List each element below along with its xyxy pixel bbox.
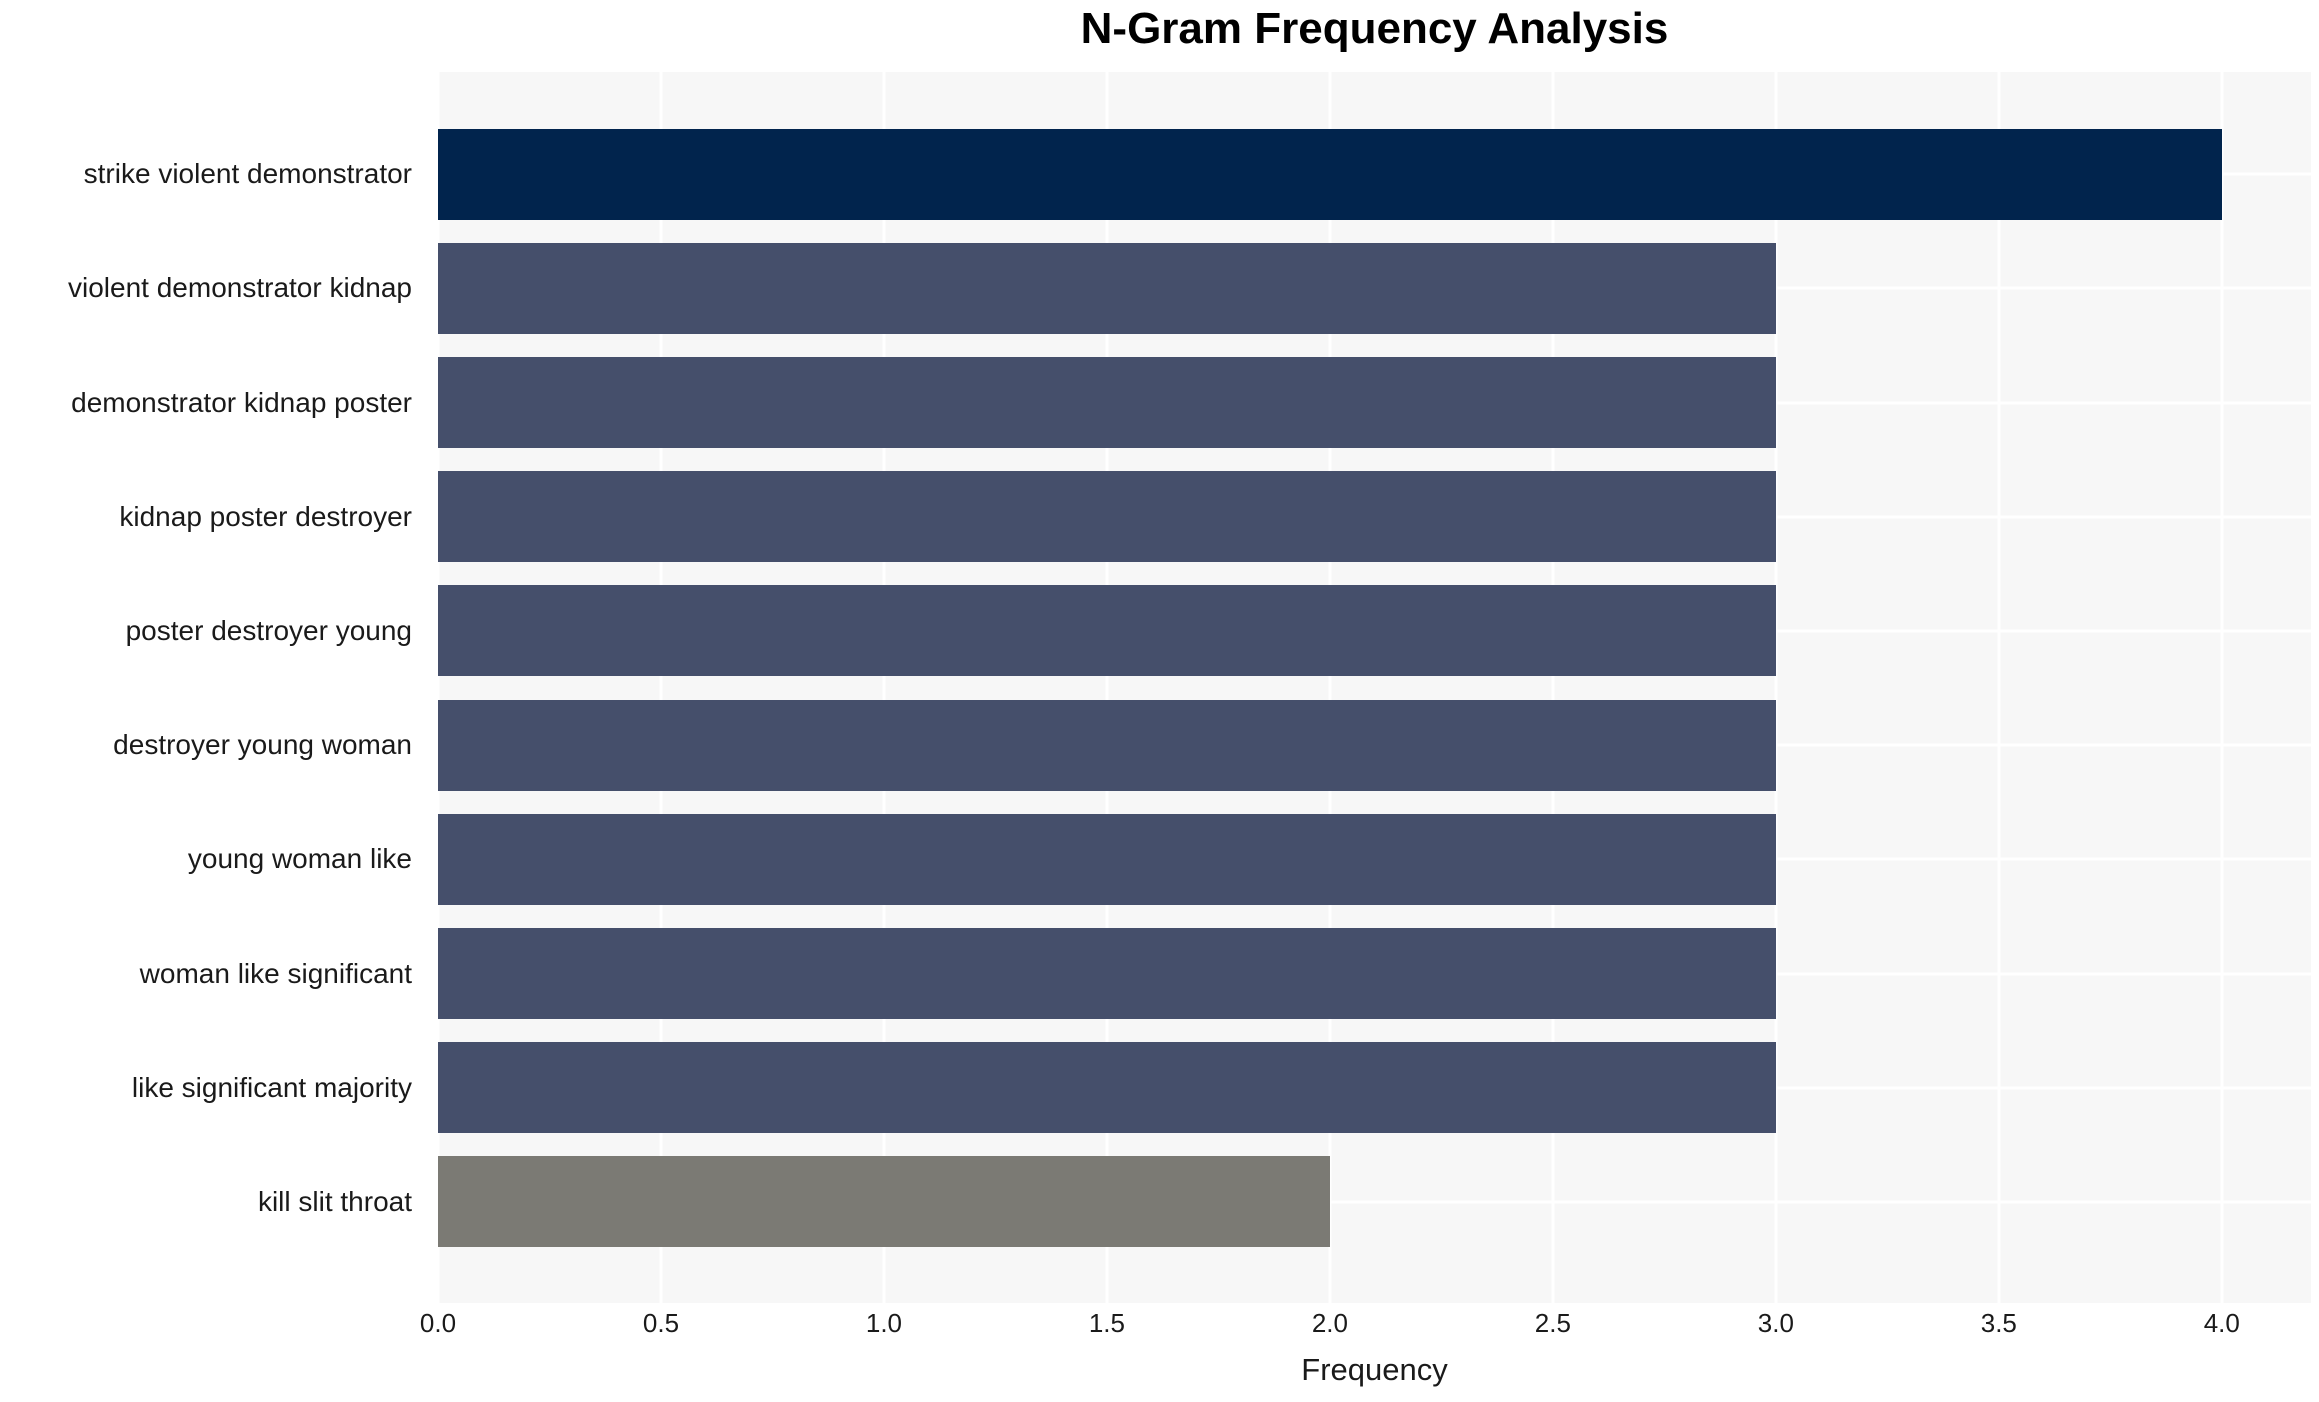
bar-row — [438, 916, 2311, 1030]
y-tick-label: kidnap poster destroyer — [119, 500, 412, 532]
y-tick-label: woman like significant — [139, 957, 412, 989]
y-tick-label: demonstrator kidnap poster — [71, 386, 412, 418]
bar-row — [438, 1031, 2311, 1145]
bar-like-significant-majority — [438, 1042, 1776, 1134]
bar-young-woman-like — [438, 813, 1776, 905]
x-tick-label-4.0: 4.0 — [2203, 1308, 2240, 1338]
x-gridline-2.0 — [1328, 72, 1332, 1303]
bar-row — [438, 117, 2311, 231]
bar-row — [438, 574, 2311, 688]
x-gridline-3.5 — [1997, 72, 2001, 1303]
bar-destroyer-young-woman — [438, 699, 1776, 791]
bar-row — [438, 802, 2311, 916]
y-tick-label: violent demonstrator kidnap — [68, 272, 412, 304]
x-tick-label-2.5: 2.5 — [1534, 1308, 1571, 1338]
bar-woman-like-significant — [438, 928, 1776, 1020]
bar-kill-slit-throat — [438, 1156, 1330, 1248]
x-tick-label-0.5: 0.5 — [642, 1308, 680, 1338]
y-gridline-9 — [438, 1200, 2311, 1204]
bar-row — [438, 1145, 2311, 1259]
bars-layer — [438, 117, 2311, 1259]
y-tick-label: poster destroyer young — [125, 614, 412, 646]
x-gridline-1.0 — [882, 72, 886, 1303]
x-gridline-4.0 — [2220, 72, 2224, 1303]
x-tick-label-1.5: 1.5 — [1088, 1308, 1125, 1338]
bar-strike-violent-demonstrator — [438, 128, 2222, 220]
x-axis-label: Frequency — [1301, 1352, 1448, 1387]
bar-row — [438, 460, 2311, 574]
x-gridline-1.5 — [1105, 72, 1109, 1303]
bar-row — [438, 231, 2311, 345]
bar-violent-demonstrator-kidnap — [438, 242, 1776, 334]
x-tick-label-1.0: 1.0 — [865, 1308, 903, 1338]
bar-kidnap-poster-destroyer — [438, 471, 1776, 563]
bar-row — [438, 688, 2311, 802]
plot-area — [436, 72, 2311, 1303]
x-axis-ticks: 0.0 0.5 1.0 1.5 2.0 2.5 3.0 3.5 4.0 — [420, 1308, 2311, 1344]
y-tick-label: destroyer young woman — [113, 729, 412, 761]
y-tick-label: kill slit throat — [257, 1185, 412, 1217]
x-tick-label-0.0: 0.0 — [419, 1308, 457, 1338]
x-gridline-0.0 — [436, 72, 440, 1303]
bar-demonstrator-kidnap-poster — [438, 357, 1776, 449]
x-gridline-0.5 — [659, 72, 663, 1303]
chart-title: N-Gram Frequency Analysis — [1080, 4, 1669, 53]
y-axis-labels: strike violent demonstrator violent demon… — [0, 72, 424, 1303]
x-gridline-3.0 — [1774, 72, 1778, 1303]
x-tick-label-3.0: 3.0 — [1757, 1308, 1794, 1338]
x-tick-label-3.5: 3.5 — [1980, 1308, 2017, 1338]
y-tick-label: young woman like — [187, 843, 412, 875]
x-tick-label-2.0: 2.0 — [1311, 1308, 1348, 1338]
y-tick-label: like significant majority — [131, 1071, 412, 1103]
bar-row — [438, 345, 2311, 459]
bar-poster-destroyer-young — [438, 585, 1776, 677]
x-gridline-2.5 — [1551, 72, 1555, 1303]
y-tick-label: strike violent demonstrator — [83, 158, 412, 190]
